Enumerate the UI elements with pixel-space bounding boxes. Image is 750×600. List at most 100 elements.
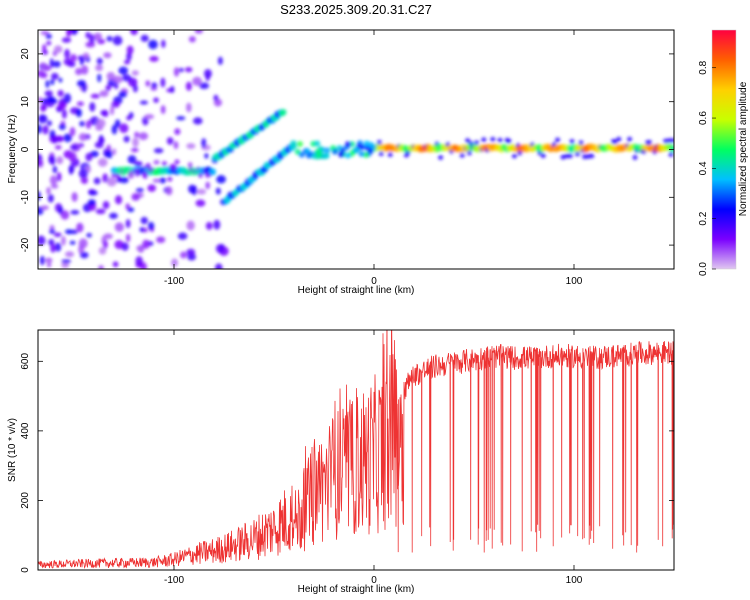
spectrogram-cell xyxy=(131,70,139,76)
spectrogram-cell xyxy=(204,153,209,159)
spectrogram-cell xyxy=(119,123,129,134)
spectrogram-x-tick-label: 100 xyxy=(566,276,583,287)
spectrogram-cell xyxy=(186,248,196,256)
spectrogram-cell xyxy=(38,191,41,201)
spectrogram-cell xyxy=(90,150,99,158)
colorbar-tick-label: 0.0 xyxy=(698,262,709,276)
spectrogram-cell xyxy=(44,90,53,97)
spectrogram-cell xyxy=(126,45,134,55)
spectrogram-cell xyxy=(132,137,139,148)
spectrogram-cell xyxy=(49,175,58,186)
spectrogram-cell xyxy=(66,30,72,37)
spectrogram-cell xyxy=(64,48,70,59)
snr-x-tick-label: 0 xyxy=(371,575,377,586)
spectrogram-cell xyxy=(666,138,672,144)
spectrogram-cell xyxy=(174,128,181,135)
spectrogram-cell xyxy=(134,131,140,138)
spectrogram-cell xyxy=(71,192,78,202)
colorbar-frame xyxy=(711,29,737,270)
spectrogram-cell xyxy=(156,236,166,244)
spectrogram-cell xyxy=(54,242,62,252)
spectrogram-cell xyxy=(459,152,465,158)
spectrogram-cell xyxy=(130,147,139,153)
spectrogram-cell xyxy=(152,178,161,183)
spectrogram-cell xyxy=(52,136,58,142)
spectrogram-cell xyxy=(668,151,674,157)
spectrogram-cell xyxy=(81,179,88,184)
spectrogram-cell xyxy=(132,168,141,173)
spectrogram-cell xyxy=(80,65,89,75)
spectrogram-cell xyxy=(110,105,115,116)
snr-frame xyxy=(37,329,675,571)
spectrogram-cell xyxy=(185,102,192,113)
spectrogram-cell xyxy=(131,193,140,201)
spectrogram-y-ticks: -20 -10 0 10 20 xyxy=(20,48,674,252)
spectrogram-cell xyxy=(64,229,73,235)
spectrogram-cell xyxy=(130,30,138,36)
spectrogram-cell xyxy=(564,153,570,159)
spectrogram-cell xyxy=(139,100,149,105)
spectrogram-cell xyxy=(555,137,561,143)
spectrogram-cell xyxy=(324,147,331,154)
spectrogram-cell xyxy=(75,67,83,76)
spectrogram-cell xyxy=(147,184,157,192)
spectrogram-cell xyxy=(61,262,70,269)
spectrogram-cell xyxy=(178,67,184,73)
spectrogram-cell xyxy=(127,170,135,179)
spectrogram-cell xyxy=(103,240,108,249)
spectrogram-cell xyxy=(112,148,117,156)
spectrogram-cell xyxy=(627,136,633,142)
colorbar-tick-label: 0.2 xyxy=(698,211,709,225)
spectrogram-cell xyxy=(61,109,67,119)
spectrogram-cell xyxy=(540,153,546,159)
spectrogram-cell xyxy=(46,262,52,268)
spectrogram-cell xyxy=(86,232,92,238)
spectrogram-cell xyxy=(53,232,62,238)
spectrogram-cell xyxy=(203,68,212,79)
spectrogram-cell xyxy=(323,152,330,159)
spectrogram-cell xyxy=(57,89,64,97)
spectrogram-cell xyxy=(82,52,90,59)
spectrogram-cell xyxy=(578,140,584,146)
spectrogram-cell xyxy=(574,151,580,157)
spectrogram-cell xyxy=(38,235,46,246)
spectrogram-cell xyxy=(96,118,106,128)
spectrogram-cell xyxy=(184,66,193,73)
spectrogram-y-tick-label: 10 xyxy=(20,96,31,108)
spectrogram-cell xyxy=(56,136,64,143)
spectrogram-cell xyxy=(144,114,155,120)
spectrogram-cell xyxy=(314,140,321,147)
spectrogram-cell xyxy=(174,159,180,165)
spectrogram-cell xyxy=(669,145,674,153)
spectrogram-cell xyxy=(214,263,223,269)
spectrogram-cell xyxy=(165,186,173,196)
spectrogram-cell xyxy=(170,85,175,94)
spectrogram-cell xyxy=(85,120,92,129)
spectrogram-cell xyxy=(132,84,138,93)
spectrogram-cell xyxy=(145,163,151,169)
spectrogram-cell xyxy=(135,256,143,266)
figure-title: S233.2025.309.20.31.C27 xyxy=(280,2,432,17)
spectrogram-cell xyxy=(114,195,123,205)
spectrogram-cell xyxy=(612,139,618,145)
spectrogram-cell xyxy=(506,138,512,144)
spectrogram-cell xyxy=(121,242,129,251)
spectrogram-cell xyxy=(50,72,59,80)
spectrogram-cell xyxy=(56,172,62,182)
spectrogram-cell xyxy=(47,120,52,126)
spectrogram-cell xyxy=(332,148,339,155)
spectrogram-x-label: Height of straight line (km) xyxy=(298,285,415,296)
spectrogram-cell xyxy=(111,124,118,135)
spectrogram-cell xyxy=(103,233,113,240)
spectrogram-cell xyxy=(177,232,188,240)
spectrogram-cell xyxy=(490,136,496,142)
spectrogram-y-label: Frequency (Hz) xyxy=(7,115,18,184)
spectrogram-cell xyxy=(50,183,59,189)
spectrogram-cell xyxy=(38,114,48,124)
spectrogram-cell xyxy=(149,55,159,62)
spectrogram-cell xyxy=(119,176,129,184)
spectrogram-cell xyxy=(42,125,49,135)
spectrogram-cell xyxy=(89,102,96,112)
spectrogram-cell xyxy=(97,73,102,83)
spectrogram-y-tick-label: 20 xyxy=(20,48,31,60)
